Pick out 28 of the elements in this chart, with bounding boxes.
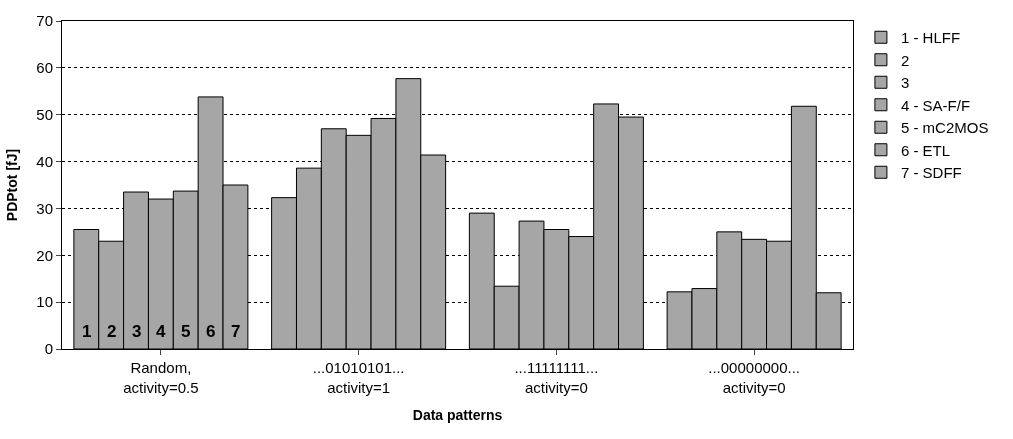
legend-label: 5 - mC2MOS xyxy=(900,119,989,137)
x-tick-label: ...11111111... activity=0 xyxy=(514,359,599,396)
x-axis-title: Data patterns xyxy=(412,406,503,423)
annotation: 1 xyxy=(82,322,92,341)
x-tick-label: ...00000000... activity=0 xyxy=(708,359,801,396)
legend-label: 1 - HLFF xyxy=(900,29,961,47)
legend-label: 7 - SDFF xyxy=(900,164,962,182)
x-tick-label: Random, activity=0.5 xyxy=(123,359,199,396)
annotation: 5 xyxy=(181,322,191,341)
y-tick-label: 20 xyxy=(36,246,53,264)
legend-label: 2 xyxy=(900,51,910,69)
annotation: 4 xyxy=(156,322,166,341)
y-tick-label: 30 xyxy=(36,199,53,217)
y-tick-label: 60 xyxy=(36,59,53,77)
y-tick-label: 0 xyxy=(44,340,53,358)
legend-label: 6 - ETL xyxy=(900,141,951,159)
legend-label: 3 xyxy=(900,74,910,92)
y-axis-title: PDPtot [fJ] xyxy=(3,148,20,222)
y-tick-label: 10 xyxy=(36,293,53,311)
y-tick-label: 40 xyxy=(36,152,53,170)
annotation: 7 xyxy=(231,322,241,341)
annotation: 2 xyxy=(107,322,117,341)
legend-label: 4 - SA-F/F xyxy=(900,96,971,114)
annotation: 3 xyxy=(132,322,142,341)
x-tick-label: ...01010101... activity=1 xyxy=(312,359,405,396)
y-tick-label: 70 xyxy=(36,12,53,30)
annotation: 6 xyxy=(206,322,216,341)
y-tick-label: 50 xyxy=(36,105,53,123)
